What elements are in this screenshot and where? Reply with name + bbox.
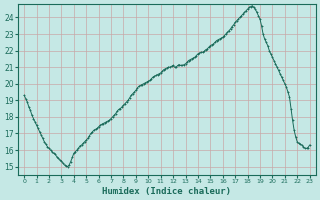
X-axis label: Humidex (Indice chaleur): Humidex (Indice chaleur): [102, 187, 231, 196]
